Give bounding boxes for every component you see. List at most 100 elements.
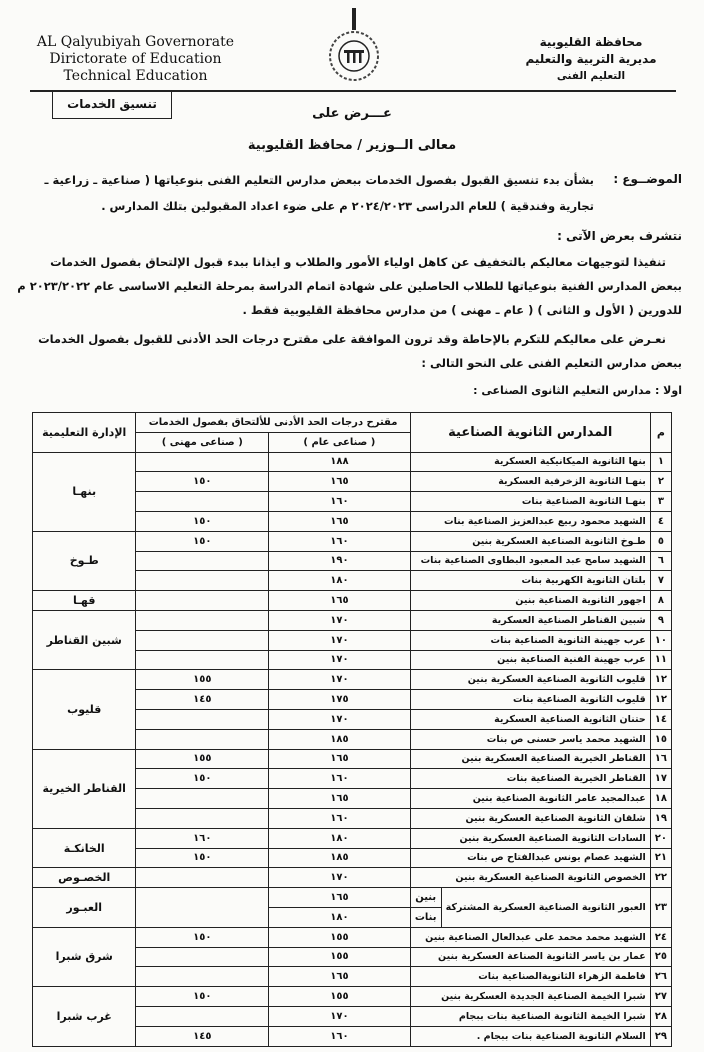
school-name: عرب جهينة الفنية الصناعية بنين (409, 649, 651, 671)
school-name: الشهيد محمد محمد على عبدالعال الصناعية ب… (409, 926, 651, 948)
header-admin: الإدارة التعليمية (31, 412, 137, 453)
table-row: ١٧ القناطر الخيرية الصناعية بنات ١٦٠ ١٥٠ (33, 768, 673, 790)
vocational-grade: ١٦٠ (135, 827, 270, 849)
vocational-grade: ١٤٥ (135, 689, 270, 710)
table-row: ٤ الشهيد محمود ربيع عبدالعزيز الصناعية بن… (33, 510, 673, 532)
english-line: Dirictorate of Education (49, 51, 222, 67)
table-row: ٢٣ العبور الثانوية الصناعية العسكرية المش… (31, 887, 673, 928)
department-box: تنسيق الخدمات (52, 92, 172, 119)
general-grade: ١٨٠ (268, 827, 411, 849)
general-grade: ١٥٥ (268, 986, 411, 1007)
table-row: ١٢ قليوب الثانوية الصناعية العسكرية بنين ١… (31, 669, 673, 750)
section-title: اولا : مدارس التعليم الثانوى الصناعى : (473, 384, 682, 397)
school-name: بلتان الثانوية الكهربية بنات (409, 570, 651, 592)
general-grade: ١٦٠ (268, 807, 411, 829)
arabic-line: التعليم الفنى (556, 70, 626, 82)
school-name: بنهـا الثانوية الزخرفية العسكرية (409, 471, 651, 493)
table-row: ٢٤ الشهيد محمد محمد على عبدالعال الصناعية… (31, 926, 673, 988)
vocational-grade: ١٥٥ (135, 669, 270, 691)
vocational-grade (135, 728, 270, 750)
school-name: الشهيد محمود ربيع عبدالعزيز الصناعية بنا… (409, 510, 651, 532)
school-name: القناطر الخيرية الصناعية بنات (409, 768, 651, 790)
vocational-grade (135, 887, 270, 928)
header-school: المدارس الثانوية الصناعية (409, 412, 651, 453)
school-name: الشهيد سامح عبد المعبود البطاوى الصناعية… (409, 550, 651, 572)
education-administration: الخصـوص (31, 867, 137, 889)
table-row: ١ بنها الثانوية الميكانيكية العسكرية ١٨٨ بن… (31, 451, 673, 532)
header-vocational: ( صناعى مهنى ) (135, 431, 270, 453)
school-name: بنهـا الثانوية الصناعية بنات (409, 491, 651, 512)
general-grade: ١٥٥ (268, 926, 411, 948)
header-proposal: مقترح درجات الحد الأدنى للألتحاق بفصول ا… (135, 412, 411, 433)
education-administration: شرق شبرا (31, 926, 137, 988)
table-row: ١٢ قليوب الثانوية الصناعية بنات ١٧٥ ١٤٥ (33, 689, 673, 710)
school-name: الخصوص الثانوية الصناعية العسكرية بنين (409, 867, 651, 889)
vocational-grade: ١٥٥ (135, 748, 270, 770)
row-number: ٢ (649, 471, 673, 493)
paragraph-line: للدورين ( الأول و الثانى ) ( عام ـ مهنى … (242, 303, 682, 317)
row-number: ٨ (649, 590, 673, 611)
row-number: ١٢ (649, 669, 673, 691)
general-grade: ١٨٥ (268, 728, 411, 750)
vocational-grade (135, 629, 270, 651)
row-number: ٩ (649, 609, 673, 631)
school-name: عمار بن ياسر الثانوية الصناعة العسكرية ب… (409, 946, 651, 968)
school-name: شبرا الخيمة الثانوية الصناعية بنات ببجام (409, 1005, 651, 1027)
table-row: ٢٩ السلام الثانوية الصناعية بنات ببجام .١… (33, 1025, 673, 1047)
general-grade: ١٧٠ (268, 649, 411, 671)
school-gender: بنات (409, 906, 442, 928)
school-name: اجهور الثانوية الصناعية بنين (409, 590, 651, 611)
school-name: شلقان الثانوية الصناعية العسكرية بنين (409, 807, 651, 829)
general-grade: ١٨٨ (268, 451, 411, 473)
table-row: ١٦ القناطر الخيرية الصناعية العسكرية بنين… (31, 748, 673, 829)
general-grade: ١٥٥ (268, 946, 411, 968)
row-number: ٢٥ (649, 946, 673, 968)
general-grade: ١٧٥ (268, 689, 411, 710)
school-name: طـوخ الثانوية الصناعية العسكرية بنين (409, 530, 651, 552)
vocational-grade: ١٥٠ (135, 530, 270, 552)
general-grade: ١٧٠ (268, 1005, 411, 1027)
vocational-grade (135, 451, 270, 473)
school-name: فاطمة الزهراء الثانويةالصناعية بنات (409, 966, 651, 988)
table-row: ٩ شبين القناطر الصناعية العسكرية ١٧٠ شبين ا… (31, 609, 673, 671)
vocational-grade (135, 946, 270, 968)
row-number: ٢٩ (649, 1025, 673, 1047)
english-line: Technical Education (63, 68, 208, 84)
school-gender: بنين (409, 887, 442, 908)
row-number: ١٧ (649, 768, 673, 790)
general-grade: ١٧٠ (268, 629, 411, 651)
school-name: عرب جهينة الثانوية الصناعية بنات (409, 629, 651, 651)
general-grade: ١٧٠ (268, 708, 411, 730)
vocational-grade (135, 649, 270, 671)
row-number: ١ (649, 451, 673, 473)
general-grade: ١٦٠ (268, 530, 411, 552)
subject-line: بشأن بدء تنسيق القبول بفصول الخدمات ببعض… (44, 173, 594, 187)
school-name: الشهيد محمد ياسر حسنى ص بنات (409, 728, 651, 750)
table-row: ٥ طـوخ الثانوية الصناعية العسكرية بنين ١٦٠… (31, 530, 673, 592)
general-grade: ١٧٠ (268, 867, 411, 889)
school-name: العبور الثانوية الصناعية العسكرية المشتر… (440, 887, 651, 928)
vocational-grade (135, 590, 270, 611)
paragraph-line: ببعض مدارس التعليم الفنى على النحو التال… (421, 356, 682, 370)
vocational-grade (135, 609, 270, 631)
paragraph-2: نعـرض على معاليكم للتكرم بالإحاطة وقد تر… (12, 327, 682, 375)
vocational-grade (135, 550, 270, 572)
vocational-grade (135, 491, 270, 512)
school-name: قليوب الثانوية الصناعية العسكرية بنين (409, 669, 651, 691)
subject-line: تجارية وفندقية ) للعام الدراسى ٢٠٢٤/٢٠٢٣… (101, 199, 594, 213)
table-row: ١٨ عبدالمجيد عامر الثانوية الصناعية بنين ١… (33, 788, 673, 809)
paragraph-1: تنفيذا لتوجيهات معاليكم بالتخفيف عن كاهل… (12, 250, 682, 322)
row-number: ١٥ (649, 728, 673, 750)
table-row: ٢٦ فاطمة الزهراء الثانويةالصناعية بنات ١٦٥ (33, 966, 673, 988)
row-number: ٦ (649, 550, 673, 572)
education-administration: العبـور (31, 887, 137, 928)
table-row: ٢٢ الخصوص الثانوية الصناعية العسكرية بنين… (31, 867, 673, 889)
school-name: قليوب الثانوية الصناعية بنات (409, 689, 651, 710)
school-name: شبين القناطر الصناعية العسكرية (409, 609, 651, 631)
english-letterhead: AL Qalyubiyah Governorate Dirictorate of… (28, 34, 243, 85)
education-administration: القناطر الخيرية (31, 748, 137, 829)
english-line: AL Qalyubiyah Governorate (36, 34, 235, 50)
paragraph-line: تنفيذا لتوجيهات معاليكم بالتخفيف عن كاهل… (50, 255, 666, 269)
row-number: ٢٢ (649, 867, 673, 889)
school-name: عبدالمجيد عامر الثانوية الصناعية بنين (409, 788, 651, 809)
